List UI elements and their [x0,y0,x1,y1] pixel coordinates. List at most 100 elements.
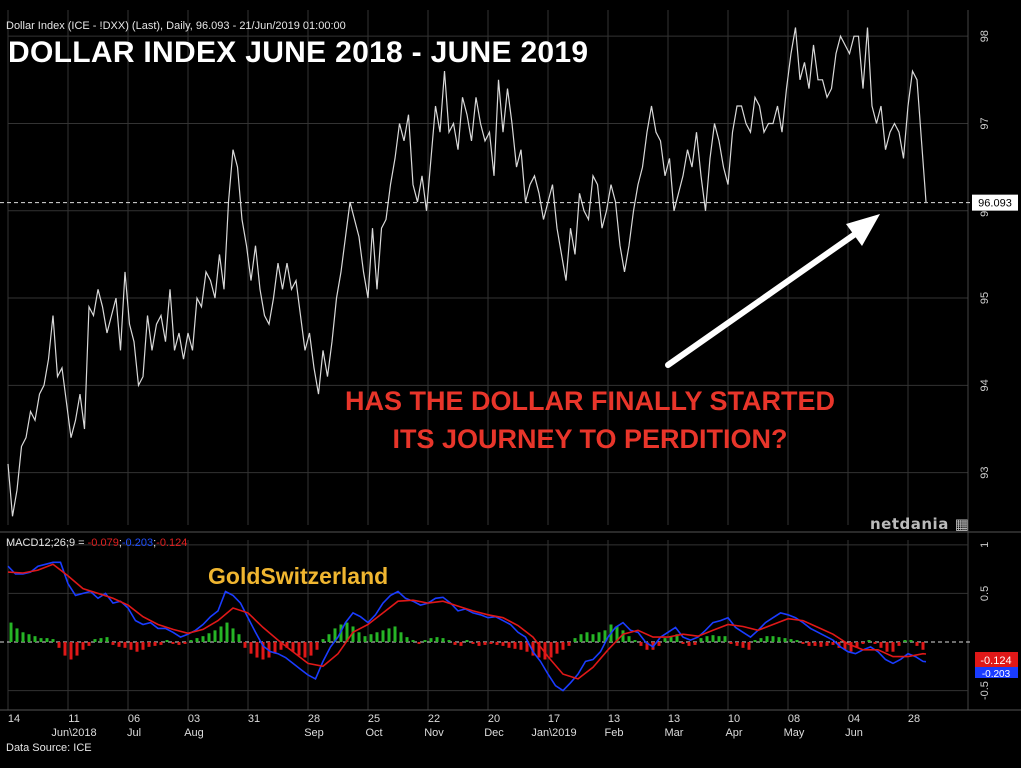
macd-hist-bar-76 [465,640,469,642]
macd-hist-bar-16 [105,637,109,642]
macd-hist-bar-129 [783,638,787,642]
macd-hist-bar-122 [741,642,745,648]
xtick-month-2: Aug [184,727,204,739]
macd-hist-bar-3 [27,634,31,642]
macd-hist-bar-30 [189,640,193,642]
macd-hist-bar-62 [381,630,385,642]
macd-hist-bar-11 [75,642,79,656]
xtick-month-12: Jun [845,727,863,739]
macd-hist-bar-148 [897,642,901,646]
macd-label-prefix: MACD12;26;9 = [6,537,88,549]
macd-hist-bar-115 [699,638,703,642]
macd-hist-bar-132 [801,642,805,644]
macd-hist-bar-69 [423,640,427,642]
macd-hist-bar-87 [531,642,535,656]
macd-hist-bar-67 [411,640,415,642]
macd-hist-bar-55 [339,624,343,642]
macd-hist-bar-75 [459,642,463,646]
macd-hist-bar-72 [441,638,445,642]
macd-hist-bar-17 [111,642,115,645]
macd-hist-bar-140 [849,642,853,652]
macd-hist-bar-98 [597,632,601,642]
macd-hist-bar-120 [729,642,733,644]
chart-header-text: Dollar Index (ICE - !DXX) (Last), Daily,… [6,20,346,32]
price-ytick-2: 95 [979,292,991,304]
macd-hist-bar-103 [627,636,631,642]
macd-hist-bar-19 [123,642,127,648]
macd-hist-bar-1 [15,628,19,642]
macd-hist-bar-13 [87,642,91,646]
macd-hist-bar-108 [657,642,661,646]
xtick-month-5: Nov [424,727,444,739]
macd-hist-bar-112 [681,642,685,644]
macd-hist-bar-9 [63,642,67,656]
macd-hist-bar-24 [153,642,157,646]
macd-hist-bar-147 [891,642,895,652]
macd-hist-bar-83 [507,642,511,648]
macd-last-label: -0.203 [982,669,1011,680]
macd-hist-bar-116 [705,636,709,642]
macd-hist-bar-35 [219,626,223,642]
signal-last-box [975,652,1018,667]
macd-hist-bar-152 [921,642,925,650]
macd-hist-bar-136 [825,642,829,646]
macd-hist-bar-133 [807,642,811,646]
macd-hist-bar-124 [753,640,757,642]
macd-hist-bar-142 [861,642,865,644]
xtick-month-4: Oct [365,727,382,739]
macd-ytick-0: -0.5 [979,681,991,700]
macd-hist-bar-51 [315,642,319,650]
macd-hist-bar-4 [33,636,37,642]
xtick-month-3: Sep [304,727,324,739]
macd-hist-bar-42 [261,642,265,660]
macd-hist-bar-131 [795,640,799,642]
macd-hist-bar-44 [273,642,277,654]
macd-ytick-1: 0.5 [979,586,991,601]
arrow-shaft [665,229,861,368]
macd-hist-bar-66 [405,637,409,642]
price-series-line [7,27,927,517]
macd-hist-bar-79 [483,642,487,645]
macd-hist-bar-92 [561,642,565,650]
macd-hist-bar-58 [357,632,361,642]
macd-hist-bar-109 [663,638,667,642]
macd-hist-bar-46 [285,642,289,648]
macd-hist-bar-80 [489,642,493,644]
macd-hist-bar-78 [477,642,481,646]
macd-sep-2: ; [153,537,157,549]
macd-hist-bar-134 [813,642,817,646]
macd-hist-bar-22 [141,642,145,650]
macd-hist-bar-25 [159,642,163,645]
macd-hist-bar-127 [771,636,775,642]
xtick-day-0: 14 [8,713,20,725]
macd-hist-bar-60 [369,634,373,642]
brand-watermark: GoldSwitzerland [208,563,389,589]
xtick-day-13: 08 [788,713,800,725]
macd-hist-bar-29 [183,642,187,644]
price-ytick-5: 98 [979,30,991,42]
macd-hist-bar-47 [291,642,295,652]
macd-hist-bar-96 [585,632,589,642]
xtick-day-4: 31 [248,713,260,725]
macd-hist-bar-94 [573,638,577,642]
macd-hist-bar-61 [375,632,379,642]
macd-hist-bar-48 [297,642,301,656]
macd-hist-bar-145 [879,642,883,648]
macd-hist-bar-54 [333,628,337,642]
macd-hist-bar-23 [147,642,151,647]
logo-text: netdania [870,515,949,533]
price-ytick-1: 94 [979,379,991,391]
price-ytick-4: 97 [979,117,991,129]
price-ytick-0: 93 [979,467,991,479]
macd-hist-bar-0 [9,622,13,642]
macd-hist-bar-39 [243,642,247,648]
macd-hist-bar-6 [45,638,49,642]
macd-hist-bar-86 [525,642,529,652]
macd-hist-bar-91 [555,642,559,654]
last-price-box [972,194,1018,211]
macd-hist-bar-32 [201,636,205,642]
macd-sep-1: ; [118,537,122,549]
macd-hist-bar-37 [231,628,235,642]
macd-hist-bar-95 [579,634,583,642]
macd-hist-bar-57 [351,626,355,642]
